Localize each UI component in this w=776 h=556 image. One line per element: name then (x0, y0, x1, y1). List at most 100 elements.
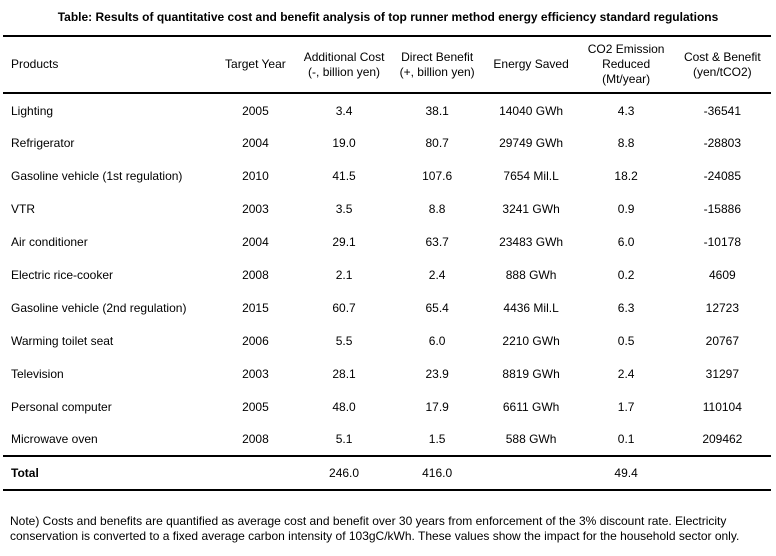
cell-target-year: 2003 (213, 192, 297, 225)
cell-energy-saved: 29749 GWh (484, 126, 579, 159)
cell-product: VTR (3, 192, 213, 225)
cell-direct-benefit: 2.4 (391, 258, 484, 291)
cell-target-year: 2008 (213, 258, 297, 291)
cell-cost-benefit: -28803 (674, 126, 771, 159)
cell-target-year: 2004 (213, 126, 297, 159)
cell-additional-cost: 5.5 (297, 324, 390, 357)
cell-co2-reduced: 0.1 (579, 423, 674, 456)
cell-product: Refrigerator (3, 126, 213, 159)
cell-additional-cost: 41.5 (297, 159, 390, 192)
cell-cost-benefit: -24085 (674, 159, 771, 192)
cell-product: Warming toilet seat (3, 324, 213, 357)
total-benefit: 416.0 (391, 456, 484, 490)
header-line: Cost & Benefit (674, 50, 771, 65)
cell-direct-benefit: 6.0 (391, 324, 484, 357)
header-line: Reduced (579, 57, 674, 72)
cell-additional-cost: 48.0 (297, 390, 390, 423)
results-table: Products Target Year Additional Cost (-,… (3, 35, 771, 491)
cell-energy-saved: 588 GWh (484, 423, 579, 456)
cell-direct-benefit: 80.7 (391, 126, 484, 159)
table-row: Electric rice-cooker 2008 2.1 2.4 888 GWh 0.2… (3, 258, 771, 291)
cell-direct-benefit: 38.1 (391, 93, 484, 126)
header-energy-saved: Energy Saved (484, 36, 579, 93)
cell-energy-saved: 23483 GWh (484, 225, 579, 258)
cell-product: Personal computer (3, 390, 213, 423)
cell-energy-saved: 7654 Mil.L (484, 159, 579, 192)
cell-direct-benefit: 65.4 (391, 291, 484, 324)
header-line: Additional Cost (297, 50, 390, 65)
header-row: Products Target Year Additional Cost (-,… (3, 36, 771, 93)
header-target-year: Target Year (213, 36, 297, 93)
table-row: Refrigerator 2004 19.0 80.7 29749 GWh 8.8 -288… (3, 126, 771, 159)
cell-product: Television (3, 357, 213, 390)
cell-co2-reduced: 0.5 (579, 324, 674, 357)
table-title: Table: Results of quantitative cost and … (0, 10, 776, 24)
header-co2-reduced: CO2 Emission Reduced (Mt/year) (579, 36, 674, 93)
cell-cost-benefit: 110104 (674, 390, 771, 423)
cell-product: Air conditioner (3, 225, 213, 258)
table-row: Air conditioner 2004 29.1 63.7 23483 GWh 6.0 -… (3, 225, 771, 258)
cell-cost-benefit: 209462 (674, 423, 771, 456)
table-row: Lighting 2005 3.4 38.1 14040 GWh 4.3 -36541 (3, 93, 771, 126)
cell-energy-saved: 14040 GWh (484, 93, 579, 126)
table-row: Television 2003 28.1 23.9 8819 GWh 2.4 31297 (3, 357, 771, 390)
cell-energy-saved: 888 GWh (484, 258, 579, 291)
cell-product: Gasoline vehicle (1st regulation) (3, 159, 213, 192)
cell-direct-benefit: 1.5 (391, 423, 484, 456)
total-cost: 246.0 (297, 456, 390, 490)
cell-additional-cost: 2.1 (297, 258, 390, 291)
total-cost-benefit (674, 456, 771, 490)
cell-direct-benefit: 23.9 (391, 357, 484, 390)
cell-target-year: 2005 (213, 93, 297, 126)
cell-energy-saved: 8819 GWh (484, 357, 579, 390)
footnote: Note) Costs and benefits are quantified … (10, 514, 772, 544)
header-line: (yen/tCO2) (674, 65, 771, 80)
cell-cost-benefit: -36541 (674, 93, 771, 126)
header-line: CO2 Emission (579, 42, 674, 57)
cell-additional-cost: 3.5 (297, 192, 390, 225)
cell-target-year: 2008 (213, 423, 297, 456)
cell-product: Lighting (3, 93, 213, 126)
total-label: Total (3, 456, 213, 490)
cell-cost-benefit: -10178 (674, 225, 771, 258)
cell-direct-benefit: 107.6 (391, 159, 484, 192)
cell-co2-reduced: 6.3 (579, 291, 674, 324)
cell-co2-reduced: 0.2 (579, 258, 674, 291)
header-line: (+, billion yen) (391, 65, 484, 80)
table-row: Gasoline vehicle (2nd regulation) 2015 60.… (3, 291, 771, 324)
cell-cost-benefit: 31297 (674, 357, 771, 390)
cell-cost-benefit: 12723 (674, 291, 771, 324)
header-direct-benefit: Direct Benefit (+, billion yen) (391, 36, 484, 93)
header-line: Direct Benefit (391, 50, 484, 65)
table-row: Personal computer 2005 48.0 17.9 6611 GWh 1.7… (3, 390, 771, 423)
cell-co2-reduced: 6.0 (579, 225, 674, 258)
table-row: Gasoline vehicle (1st regulation) 2010 41.… (3, 159, 771, 192)
cell-energy-saved: 6611 GWh (484, 390, 579, 423)
cell-direct-benefit: 8.8 (391, 192, 484, 225)
cell-additional-cost: 3.4 (297, 93, 390, 126)
cell-product: Electric rice-cooker (3, 258, 213, 291)
total-row: Total 246.0 416.0 49.4 (3, 456, 771, 490)
cell-target-year: 2010 (213, 159, 297, 192)
cell-target-year: 2004 (213, 225, 297, 258)
total-energy (484, 456, 579, 490)
header-additional-cost: Additional Cost (-, billion yen) (297, 36, 390, 93)
cell-target-year: 2015 (213, 291, 297, 324)
header-line: (Mt/year) (579, 72, 674, 87)
cell-additional-cost: 19.0 (297, 126, 390, 159)
header-products: Products (3, 36, 213, 93)
header-line: (-, billion yen) (297, 65, 390, 80)
cell-additional-cost: 5.1 (297, 423, 390, 456)
cell-additional-cost: 29.1 (297, 225, 390, 258)
table-row: VTR 2003 3.5 8.8 3241 GWh 0.9 -15886 (3, 192, 771, 225)
cell-energy-saved: 4436 Mil.L (484, 291, 579, 324)
cell-direct-benefit: 63.7 (391, 225, 484, 258)
table-row: Warming toilet seat 2006 5.5 6.0 2210 GWh 0.5… (3, 324, 771, 357)
cell-cost-benefit: 20767 (674, 324, 771, 357)
cell-product: Microwave oven (3, 423, 213, 456)
cell-target-year: 2006 (213, 324, 297, 357)
cell-additional-cost: 28.1 (297, 357, 390, 390)
cell-co2-reduced: 0.9 (579, 192, 674, 225)
cell-product: Gasoline vehicle (2nd regulation) (3, 291, 213, 324)
table-row: Microwave oven 2008 5.1 1.5 588 GWh 0.1 209462 (3, 423, 771, 456)
